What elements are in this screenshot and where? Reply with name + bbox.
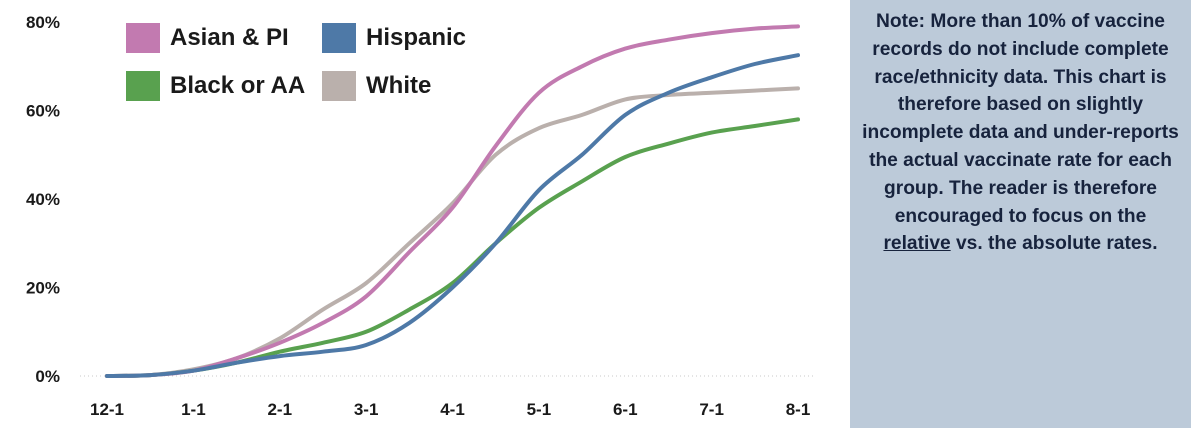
line-chart: 0% 20% 40% 60% 80% 12-1 1-1 2-1 3-1 4-1 5-1 6-1 7-1 8… bbox=[26, 13, 815, 419]
legend-label: Hispanic bbox=[366, 24, 467, 51]
series-line-black-or-aa bbox=[105, 117, 800, 378]
y-tick-label: 0% bbox=[35, 367, 60, 386]
legend-label: Black or AA bbox=[170, 72, 306, 99]
x-tick-label: 2-1 bbox=[267, 400, 292, 419]
legend-item-hispanic: Hispanic bbox=[322, 18, 466, 58]
y-tick-label: 20% bbox=[26, 279, 60, 298]
note-text-after: vs. the absolute rates. bbox=[950, 233, 1158, 255]
legend-item-asian-pi: Asian & PI bbox=[126, 18, 289, 58]
note-text: Note: More than 10% of vaccine records d… bbox=[860, 8, 1181, 258]
legend-swatch bbox=[126, 71, 160, 101]
legend-swatch bbox=[322, 23, 356, 53]
y-tick-label: 40% bbox=[26, 190, 60, 209]
legend-label: Asian & PI bbox=[170, 24, 289, 51]
x-tick-label: 3-1 bbox=[354, 400, 379, 419]
x-tick-label: 1-1 bbox=[181, 400, 206, 419]
series-line-white bbox=[105, 86, 800, 378]
x-tick-label: 12-1 bbox=[90, 400, 124, 419]
x-tick-label: 4-1 bbox=[440, 400, 465, 419]
x-tick-label: 5-1 bbox=[527, 400, 552, 419]
x-tick-label: 8-1 bbox=[786, 400, 811, 419]
series-line-hispanic bbox=[105, 53, 800, 378]
y-tick-label: 80% bbox=[26, 13, 60, 32]
legend-item-white: White bbox=[322, 66, 431, 106]
note-text-before: Note: More than 10% of vaccine records d… bbox=[862, 11, 1179, 227]
legend-swatch bbox=[322, 71, 356, 101]
chart-panel: 0% 20% 40% 60% 80% 12-1 1-1 2-1 3-1 4-1 5-1 6-1 7-1 8… bbox=[26, 13, 815, 419]
series-line-asian-pi bbox=[105, 24, 800, 378]
note-text-underlined: relative bbox=[883, 233, 951, 255]
y-tick-label: 60% bbox=[26, 102, 60, 121]
chart-legend: Asian & PI Hispanic Black or AA White bbox=[126, 18, 486, 108]
x-tick-label: 7-1 bbox=[699, 400, 724, 419]
legend-item-black-or-aa: Black or AA bbox=[126, 66, 305, 106]
note-panel: Note: More than 10% of vaccine records d… bbox=[850, 0, 1191, 428]
x-tick-label: 6-1 bbox=[613, 400, 638, 419]
legend-label: White bbox=[366, 72, 432, 99]
legend-swatch bbox=[126, 23, 160, 53]
